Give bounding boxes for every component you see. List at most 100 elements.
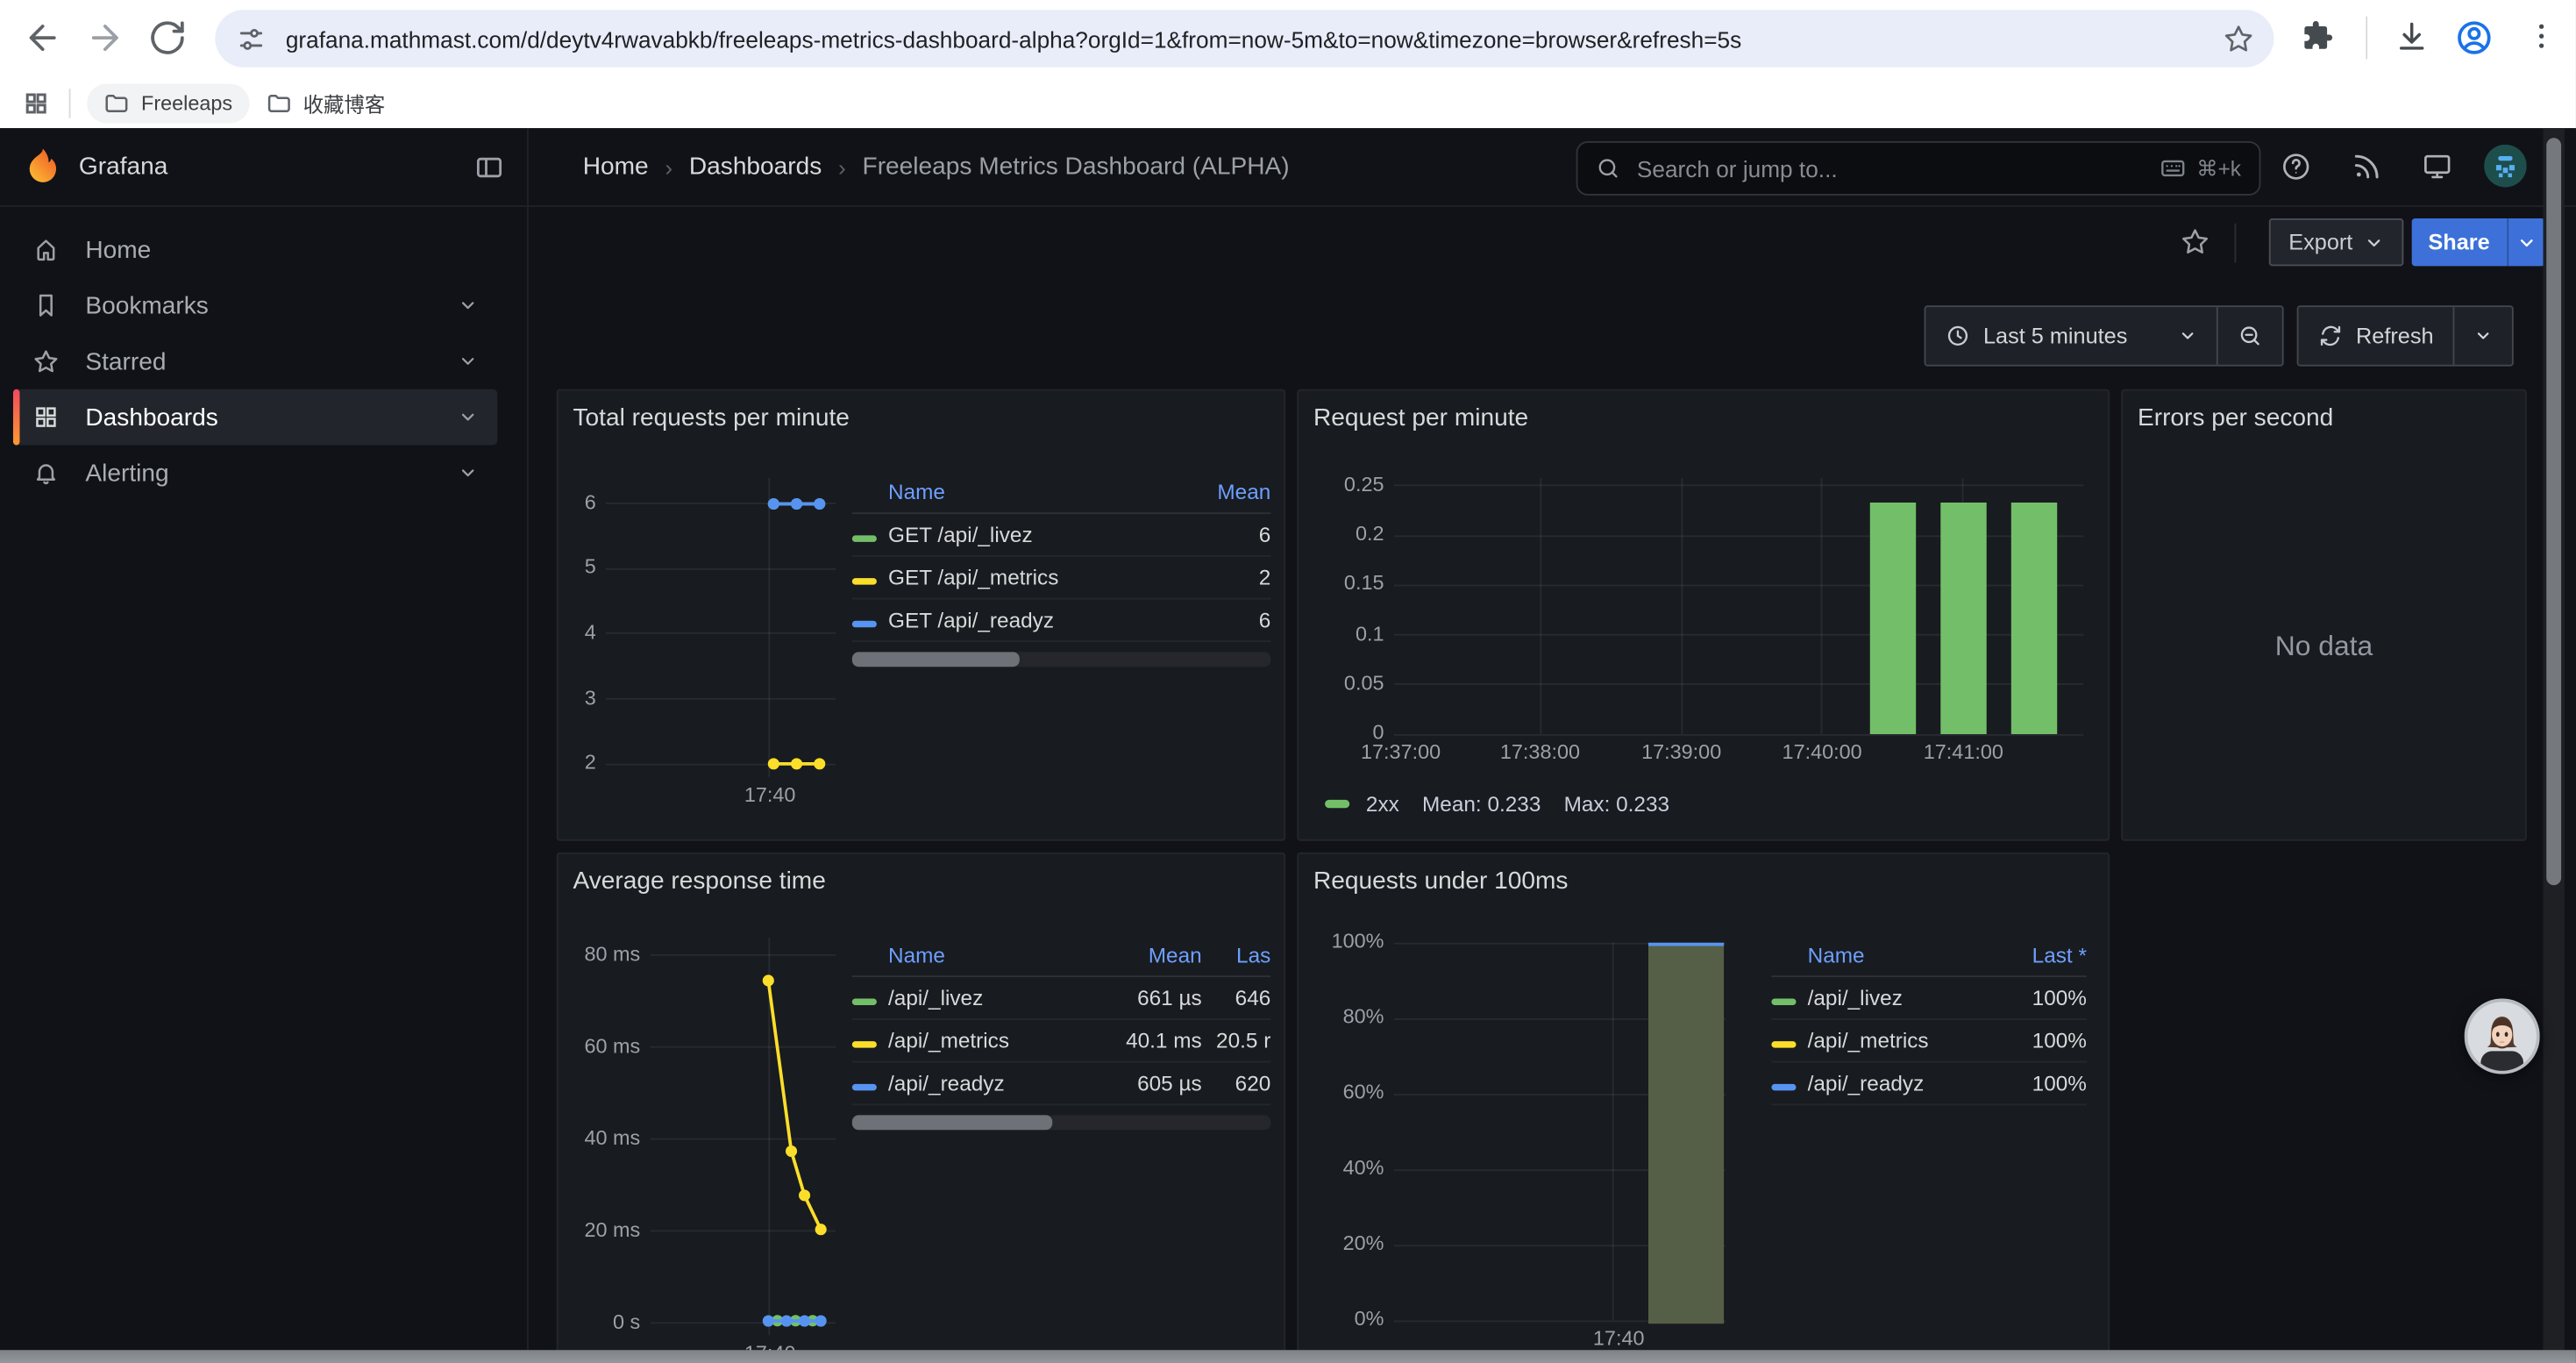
legend-column-header[interactable]: Mean — [1148, 941, 1202, 967]
legend-series-name[interactable]: 2xx — [1365, 791, 1399, 817]
sidebar-item-bookmarks[interactable]: Bookmarks — [13, 277, 497, 333]
data-point[interactable] — [762, 1315, 774, 1327]
legend-scrollbar-thumb[interactable] — [851, 1115, 1054, 1131]
series-color-pill[interactable] — [851, 1028, 888, 1053]
apps-grid-icon[interactable] — [23, 89, 49, 116]
series-color-pill[interactable] — [851, 522, 888, 546]
bookmark-folder-blogs[interactable]: 收藏博客 — [249, 83, 402, 123]
sidebar-toggle-icon[interactable] — [474, 153, 504, 182]
series-color-pill[interactable] — [851, 565, 888, 589]
export-button[interactable]: Export — [2268, 218, 2404, 267]
help-icon[interactable] — [2281, 151, 2312, 182]
legend-column-header[interactable]: Name — [888, 478, 945, 503]
grafana-brand[interactable]: Grafana — [78, 153, 168, 181]
panel-title[interactable]: Requests under 100ms — [1313, 867, 1569, 896]
share-button[interactable]: Share — [2412, 218, 2507, 266]
bookmark-star-icon[interactable] — [2223, 23, 2254, 54]
legend-series-name[interactable]: /api/_livez — [888, 985, 984, 1010]
data-point[interactable] — [814, 758, 826, 770]
legend-series-name[interactable]: /api/_readyz — [1807, 1070, 1925, 1095]
assistant-avatar-overlay[interactable] — [2464, 998, 2540, 1074]
menu-icon[interactable] — [2525, 18, 2558, 54]
breadcrumb-home[interactable]: Home — [582, 153, 649, 181]
data-point[interactable] — [799, 1189, 811, 1202]
data-point[interactable] — [790, 497, 803, 510]
legend-series-name[interactable]: GET /api/_livez — [888, 522, 1033, 547]
extensions-icon[interactable] — [2299, 18, 2335, 54]
bar[interactable] — [1647, 942, 1725, 1324]
legend-series-name[interactable]: /api/_readyz — [888, 1070, 1005, 1095]
series-color-pill[interactable] — [851, 986, 888, 1010]
site-settings-icon[interactable] — [237, 24, 267, 54]
bar[interactable] — [2010, 503, 2057, 734]
data-point[interactable] — [780, 1315, 793, 1327]
chevron-down-icon[interactable] — [458, 296, 477, 315]
legend-column-header[interactable]: Las — [1236, 941, 1271, 967]
breadcrumb-dashboards[interactable]: Dashboards — [688, 153, 822, 181]
bookmark-folder-freeleaps[interactable]: Freeleaps — [87, 82, 249, 123]
user-avatar[interactable] — [2484, 144, 2527, 188]
legend-series-name[interactable]: GET /api/_readyz — [888, 607, 1054, 632]
zoom-out-button[interactable] — [2216, 307, 2282, 365]
gridline — [1393, 1168, 1726, 1171]
legend-scrollbar-thumb[interactable] — [851, 652, 1020, 667]
legend-series-name[interactable]: GET /api/_metrics — [888, 565, 1059, 590]
chevron-down-icon[interactable] — [458, 407, 477, 426]
monitor-icon[interactable] — [2422, 151, 2453, 182]
series-color-pill[interactable] — [851, 1071, 888, 1095]
sidebar-item-starred[interactable]: Starred — [13, 333, 497, 389]
series-color-pill[interactable] — [1771, 1071, 1807, 1095]
gridline — [1821, 477, 1824, 735]
downloads-icon[interactable] — [2394, 18, 2430, 54]
panel-title[interactable]: Total requests per minute — [573, 403, 850, 432]
profile-icon[interactable] — [2454, 18, 2494, 58]
url-input[interactable] — [282, 24, 2274, 54]
search-input[interactable] — [1633, 153, 2160, 183]
breadcrumb: Home › Dashboards › Freeleaps Metrics Da… — [583, 128, 1290, 205]
search-box[interactable]: ⌘+k — [1576, 141, 2261, 196]
data-point[interactable] — [762, 974, 774, 987]
grafana-logo-icon[interactable] — [23, 146, 62, 186]
data-point[interactable] — [815, 1224, 827, 1236]
back-icon[interactable] — [23, 18, 62, 58]
data-point[interactable] — [785, 1145, 798, 1158]
panel-title[interactable]: Request per minute — [1313, 403, 1529, 432]
bar[interactable] — [1940, 503, 1987, 734]
refresh-interval-button[interactable] — [2453, 307, 2512, 365]
url-bar[interactable] — [215, 10, 2274, 68]
share-menu-button[interactable] — [2506, 218, 2544, 267]
legend-column-header[interactable]: Last * — [2032, 941, 2087, 967]
news-rss-icon[interactable] — [2351, 151, 2382, 182]
sidebar-item-home[interactable]: Home — [13, 222, 497, 278]
legend-column-header[interactable]: Name — [1807, 941, 1865, 967]
legend-series-name[interactable]: /api/_livez — [1807, 985, 1903, 1010]
data-point[interactable] — [799, 1315, 811, 1327]
reload-icon[interactable] — [148, 18, 188, 58]
series-color-pill[interactable] — [851, 608, 888, 632]
legend-column-header[interactable]: Name — [888, 941, 945, 967]
sidebar-item-dashboards[interactable]: Dashboards — [12, 389, 498, 446]
time-range-group: Last 5 minutes — [1924, 305, 2284, 367]
series-color-pill[interactable] — [1771, 986, 1807, 1010]
y-axis-label: 60% — [1342, 1081, 1384, 1104]
forward-icon[interactable] — [85, 18, 125, 58]
bar[interactable] — [1869, 503, 1917, 734]
panel-title[interactable]: Errors per second — [2137, 403, 2334, 432]
legend-series-name[interactable]: /api/_metrics — [1807, 1028, 1929, 1053]
panel-title[interactable]: Average response time — [573, 867, 826, 896]
chevron-down-icon[interactable] — [458, 352, 477, 371]
time-range-picker[interactable]: Last 5 minutes — [1925, 307, 2216, 365]
legend-column-header[interactable]: Mean — [1217, 478, 1271, 503]
legend-series-name[interactable]: /api/_metrics — [888, 1028, 1010, 1053]
data-point[interactable] — [814, 497, 826, 510]
series-color-pill[interactable] — [1771, 1028, 1807, 1053]
sidebar-item-alerting[interactable]: Alerting — [13, 445, 497, 501]
refresh-button[interactable]: Refresh — [2299, 307, 2454, 365]
favorite-star-icon[interactable] — [2181, 226, 2210, 256]
data-point[interactable] — [790, 758, 803, 770]
data-point[interactable] — [815, 1315, 827, 1327]
data-point[interactable] — [767, 758, 779, 770]
scrollbar-thumb[interactable] — [2546, 138, 2562, 886]
data-point[interactable] — [767, 497, 779, 510]
chevron-down-icon[interactable] — [458, 463, 477, 482]
